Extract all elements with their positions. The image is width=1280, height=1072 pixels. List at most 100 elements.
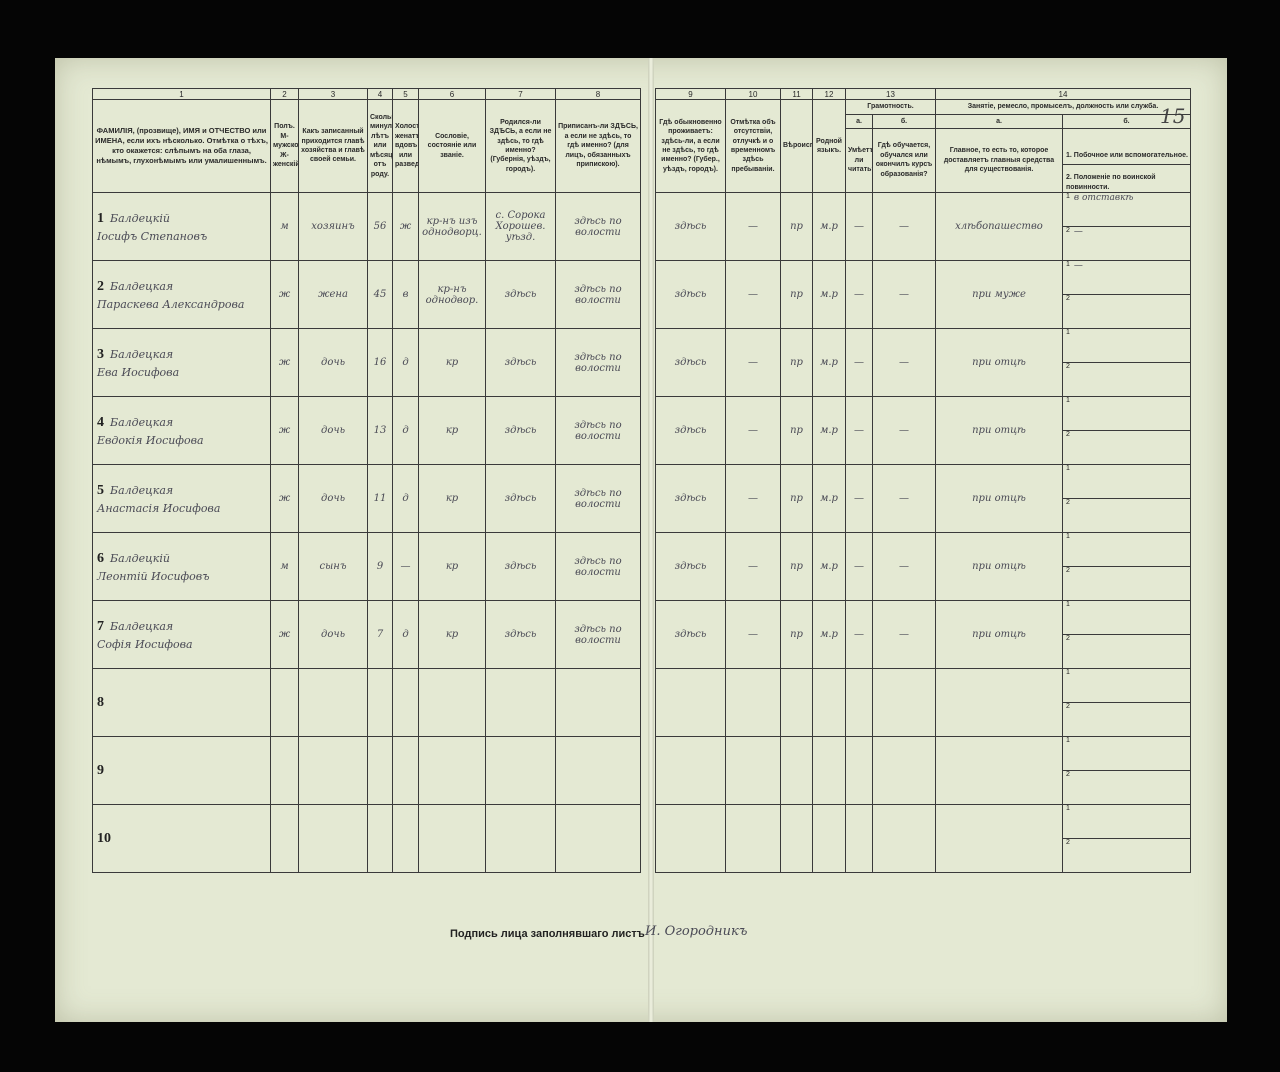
literacy-cell: — bbox=[845, 532, 873, 601]
absence-cell: — bbox=[725, 396, 781, 465]
occupation-cell: при отцѣ bbox=[935, 396, 1063, 465]
religion-cell bbox=[780, 668, 813, 737]
age-cell: 16 bbox=[367, 328, 393, 397]
occupation-cell: при отцѣ bbox=[935, 464, 1063, 533]
table-row: 9 bbox=[92, 736, 641, 805]
registration-cell: здѣсь по волости bbox=[555, 192, 641, 261]
col-number: 13 bbox=[845, 88, 936, 100]
sex-cell bbox=[270, 804, 299, 873]
relation-cell: дочь bbox=[298, 600, 368, 669]
language-cell: м.р bbox=[812, 396, 846, 465]
literacy-cell: — bbox=[845, 600, 873, 669]
row-number: 3 bbox=[97, 346, 104, 362]
estate-cell bbox=[418, 804, 486, 873]
religion-cell: пр bbox=[780, 260, 813, 329]
col-number: 3 bbox=[298, 88, 368, 100]
name-cell: 2 Балдецкая Параскева Александрова bbox=[92, 260, 271, 329]
given-name: Софія Иосифова bbox=[97, 637, 193, 651]
table-row: здѣсь — пр м.р — — при отцѣ 1 2 bbox=[655, 600, 1191, 669]
residence-cell: здѣсь bbox=[655, 464, 726, 533]
literacy-cell: — bbox=[845, 260, 873, 329]
col-number: 1 bbox=[92, 88, 271, 100]
sex-cell: м bbox=[270, 192, 299, 261]
absence-cell bbox=[725, 804, 781, 873]
table-row: 6 Балдецкiй Леонтій Иосифовъ м сынъ 9— кр здѣсь… bbox=[92, 532, 641, 601]
literacy-cell: — bbox=[845, 396, 873, 465]
religion-cell: пр bbox=[780, 328, 813, 397]
name-cell: 8 bbox=[92, 668, 271, 737]
age-cell bbox=[367, 804, 393, 873]
table-row: 1 Балдецкiй Iосифъ Степановъ м хозяинъ 56 ж кр-… bbox=[92, 192, 641, 261]
birthplace-cell: с. Сорока Хорошев. уѣзд. bbox=[485, 192, 556, 261]
table-row: 3 Балдецкая Ева Иосифова ж дочь 16 д кр здѣсь здѣ… bbox=[92, 328, 641, 397]
language-cell: м.р bbox=[812, 532, 846, 601]
col-number: 6 bbox=[418, 88, 486, 100]
schooling-cell bbox=[872, 668, 936, 737]
language-cell: м.р bbox=[812, 192, 846, 261]
occupation-cell: хлѣбопашество bbox=[935, 192, 1063, 261]
relation-cell: дочь bbox=[298, 396, 368, 465]
surname: Балдецкая bbox=[110, 619, 174, 633]
relation-cell bbox=[298, 736, 368, 805]
header-name: ФАМИЛІЯ, (прозвище), ИМЯ и ОТЧЕСТВО или … bbox=[92, 99, 271, 193]
registration-cell bbox=[555, 736, 641, 805]
given-name: Леонтій Иосифовъ bbox=[97, 569, 210, 583]
relation-cell: дочь bbox=[298, 328, 368, 397]
marital-cell: д bbox=[392, 328, 419, 397]
age-cell: 9 bbox=[367, 532, 393, 601]
residence-cell: здѣсь bbox=[655, 396, 726, 465]
registration-cell: здѣсь по волости bbox=[555, 464, 641, 533]
relation-cell: хозяинъ bbox=[298, 192, 368, 261]
religion-cell bbox=[780, 804, 813, 873]
registration-cell: здѣсь по волости bbox=[555, 532, 641, 601]
col-number: 12 bbox=[812, 88, 846, 100]
estate-cell bbox=[418, 668, 486, 737]
schooling-cell: — bbox=[872, 328, 936, 397]
occ-b: б. bbox=[1062, 114, 1191, 129]
registration-cell: здѣсь по волости bbox=[555, 600, 641, 669]
birthplace-cell: здѣсь bbox=[485, 464, 556, 533]
birthplace-cell: здѣсь bbox=[485, 396, 556, 465]
age-cell: 13 bbox=[367, 396, 393, 465]
row-number: 6 bbox=[97, 550, 104, 566]
name-cell: 3 Балдецкая Ева Иосифова bbox=[92, 328, 271, 397]
estate-cell: кр bbox=[418, 532, 486, 601]
estate-cell: кр-нъ однодвор. bbox=[418, 260, 486, 329]
occupation-cell bbox=[935, 668, 1063, 737]
signature-label: Подпись лица заполнявшаго листъ bbox=[450, 928, 645, 940]
surname: Балдецкiй bbox=[110, 211, 170, 225]
header-marital: Холостъ, женатъ, вдовъ или разведенъ. bbox=[392, 99, 419, 193]
col-number: 9 bbox=[655, 88, 726, 100]
birthplace-cell: здѣсь bbox=[485, 532, 556, 601]
birthplace-cell bbox=[485, 668, 556, 737]
schooling-cell bbox=[872, 804, 936, 873]
col-number: 7 bbox=[485, 88, 556, 100]
occupation-cell: при отцѣ bbox=[935, 532, 1063, 601]
marital-cell: — bbox=[392, 532, 419, 601]
schooling-cell: — bbox=[872, 600, 936, 669]
language-cell bbox=[812, 668, 846, 737]
registration-cell: здѣсь по волости bbox=[555, 260, 641, 329]
table-row: 4 Балдецкая Евдокія Иосифова ж дочь 13 д кр здѣс… bbox=[92, 396, 641, 465]
sex-cell: ж bbox=[270, 396, 299, 465]
header-estate: Сословіе, состояніе или званіе. bbox=[418, 99, 486, 193]
relation-cell: дочь bbox=[298, 464, 368, 533]
literacy-cell: — bbox=[845, 464, 873, 533]
lit-b: б. bbox=[872, 114, 936, 129]
marital-cell: в bbox=[392, 260, 419, 329]
lit-b-title: Гдѣ обучается, обучался или окончилъ кур… bbox=[872, 127, 936, 194]
surname: Балдецкiй bbox=[110, 551, 170, 565]
residence-cell: здѣсь bbox=[655, 192, 726, 261]
absence-cell bbox=[725, 668, 781, 737]
sex-cell bbox=[270, 736, 299, 805]
residence-cell: здѣсь bbox=[655, 328, 726, 397]
header-sex: Полъ. М-мужской. Ж-женскій. bbox=[270, 99, 299, 193]
surname: Балдецкая bbox=[110, 415, 174, 429]
table-row: здѣсь — пр м.р — — при отцѣ 1 2 bbox=[655, 464, 1191, 533]
birthplace-cell bbox=[485, 736, 556, 805]
side-occupation-cell: 1—2 bbox=[1062, 260, 1191, 329]
marital-cell bbox=[392, 668, 419, 737]
relation-cell: жена bbox=[298, 260, 368, 329]
estate-cell: кр-нъ изъ однодворц. bbox=[418, 192, 486, 261]
